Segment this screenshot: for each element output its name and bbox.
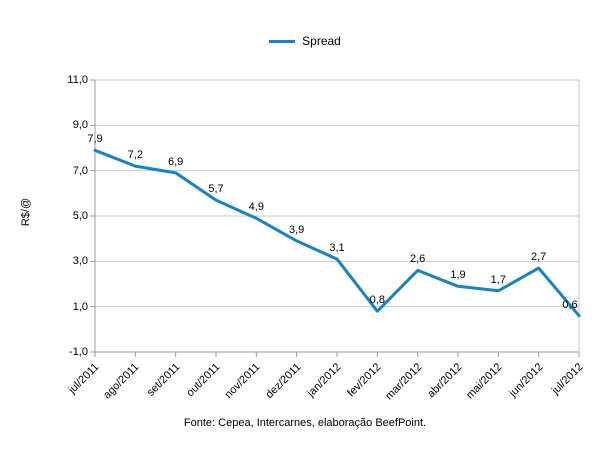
data-label: 3,1	[329, 242, 345, 255]
data-label: 7,2	[127, 149, 143, 162]
data-label: 1,9	[450, 269, 466, 282]
y-tick-label: 3,0	[72, 255, 88, 268]
y-tick-label: 9,0	[72, 119, 88, 132]
source-note: Fonte: Cepea, Intercarnes, elaboração Be…	[183, 417, 427, 429]
data-label: 7,9	[87, 133, 103, 146]
y-tick-label: 1,0	[72, 300, 88, 313]
data-label: 2,7	[531, 251, 547, 264]
y-axis-title: R$/@	[20, 197, 32, 227]
chart-legend: Spread	[0, 33, 610, 49]
data-label: 3,9	[289, 223, 305, 236]
data-label: 0,6	[562, 298, 578, 311]
y-tick-label: -1,0	[69, 346, 88, 358]
spread-series-line	[93, 148, 581, 318]
data-label: 0,8	[369, 294, 385, 307]
data-label: 5,7	[208, 183, 224, 196]
data-label: 2,6	[410, 253, 426, 266]
y-tick-label: 11,0	[67, 74, 88, 86]
y-tick-label: 5,0	[72, 210, 88, 222]
legend-line-sample	[269, 39, 296, 43]
data-label: 6,9	[168, 155, 184, 168]
y-tick-label: 7,0	[72, 164, 88, 177]
legend-label: Spread	[302, 34, 341, 48]
data-label: 1,7	[490, 273, 506, 286]
data-label: 4,9	[248, 201, 264, 214]
